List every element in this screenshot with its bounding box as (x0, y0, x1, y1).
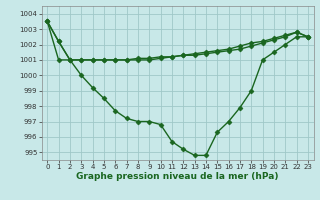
X-axis label: Graphe pression niveau de la mer (hPa): Graphe pression niveau de la mer (hPa) (76, 172, 279, 181)
